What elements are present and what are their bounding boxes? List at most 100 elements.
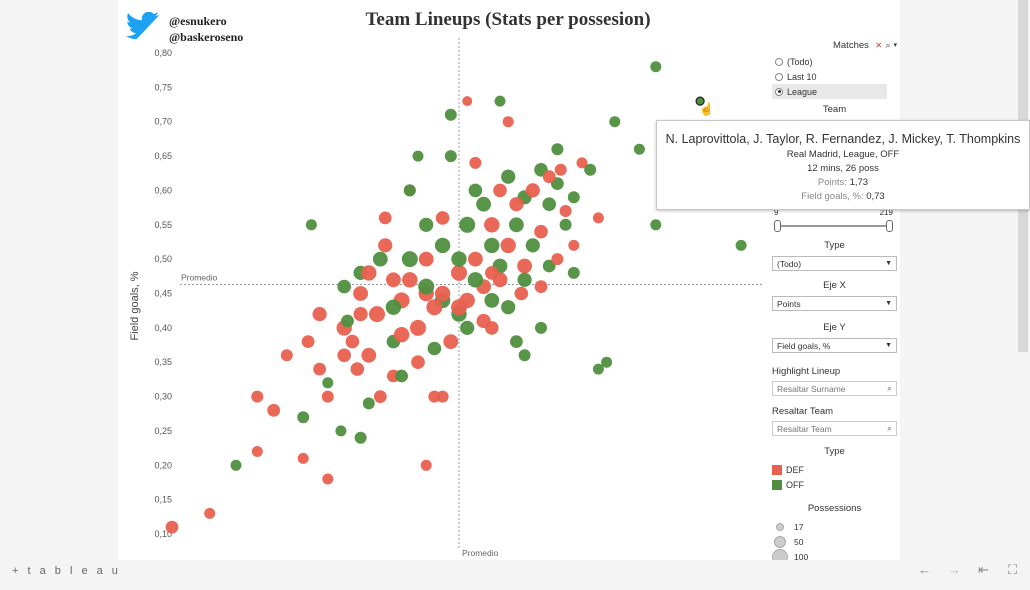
off-point[interactable]: [501, 169, 516, 184]
def-point[interactable]: [500, 237, 516, 254]
radio-icon[interactable]: [775, 87, 783, 96]
slider-track[interactable]: [776, 225, 891, 227]
undo-icon[interactable]: ←: [918, 562, 931, 577]
def-point[interactable]: [443, 334, 459, 349]
redo-icon[interactable]: →: [948, 562, 961, 577]
off-point[interactable]: [403, 184, 416, 197]
off-point[interactable]: [517, 272, 532, 287]
off-point[interactable]: [341, 314, 354, 328]
fullscreen-icon[interactable]: ⛶: [1008, 562, 1018, 577]
off-point[interactable]: [601, 356, 613, 368]
off-point[interactable]: [354, 431, 367, 444]
off-point[interactable]: [735, 239, 747, 251]
off-point[interactable]: [444, 108, 457, 121]
off-point[interactable]: [542, 197, 556, 211]
highlight-lineup-search[interactable]: ⌕: [772, 381, 897, 396]
def-point[interactable]: [378, 238, 393, 253]
def-point[interactable]: [251, 390, 264, 403]
off-point[interactable]: [305, 219, 317, 231]
off-point[interactable]: [535, 321, 547, 334]
highlight-lineup-input[interactable]: [777, 383, 872, 394]
def-point[interactable]: [267, 403, 281, 417]
def-point[interactable]: [534, 224, 548, 239]
def-point[interactable]: [469, 156, 482, 169]
def-point[interactable]: [418, 251, 434, 267]
off-point[interactable]: [484, 237, 500, 254]
def-point[interactable]: [492, 272, 508, 288]
matches-option[interactable]: League: [772, 84, 887, 99]
off-point[interactable]: [372, 251, 388, 267]
filter-clear-icon[interactable]: ⨯: [874, 39, 883, 50]
def-point[interactable]: [559, 205, 572, 217]
legend-item[interactable]: OFF: [772, 477, 897, 492]
off-point[interactable]: [518, 349, 531, 362]
off-point[interactable]: [434, 237, 451, 254]
def-point[interactable]: [542, 170, 556, 184]
def-point[interactable]: [204, 507, 216, 519]
def-point[interactable]: [485, 321, 499, 335]
def-point[interactable]: [462, 96, 473, 107]
def-point[interactable]: [551, 253, 564, 266]
def-point[interactable]: [337, 348, 351, 363]
def-point[interactable]: [420, 459, 432, 471]
def-point[interactable]: [353, 307, 368, 322]
eje-x-dropdown[interactable]: Points ▼: [772, 296, 897, 311]
off-point[interactable]: [401, 251, 418, 268]
def-point[interactable]: [402, 272, 418, 288]
type-dropdown[interactable]: (Todo) ▼: [772, 256, 897, 271]
off-point[interactable]: [609, 116, 621, 128]
off-point[interactable]: [567, 266, 580, 279]
def-point[interactable]: [525, 183, 540, 198]
off-point[interactable]: [322, 377, 334, 389]
def-point[interactable]: [410, 319, 426, 336]
def-point[interactable]: [280, 349, 293, 362]
resaltar-team-search[interactable]: ⌕: [772, 421, 897, 436]
off-point[interactable]: [419, 217, 434, 232]
def-point[interactable]: [451, 264, 467, 281]
def-point[interactable]: [350, 362, 365, 376]
off-point[interactable]: [385, 299, 402, 315]
def-point[interactable]: [313, 362, 326, 376]
def-point[interactable]: [451, 299, 467, 316]
highlighted-point[interactable]: ☝: [695, 96, 714, 116]
off-point[interactable]: [567, 191, 580, 204]
off-point[interactable]: [633, 143, 645, 155]
def-point[interactable]: [322, 473, 334, 485]
off-point[interactable]: [525, 238, 540, 253]
off-point[interactable]: [444, 150, 457, 163]
def-point[interactable]: [426, 299, 443, 316]
off-point[interactable]: [362, 397, 375, 410]
def-point[interactable]: [436, 390, 449, 403]
def-point[interactable]: [502, 116, 514, 128]
tableau-logo[interactable]: + t a b l e a u: [12, 565, 121, 577]
def-point[interactable]: [568, 239, 580, 251]
chevron-down-icon[interactable]: ▾: [893, 42, 897, 49]
def-point[interactable]: [514, 286, 529, 301]
def-point[interactable]: [165, 520, 179, 534]
def-point[interactable]: [592, 212, 604, 224]
off-point[interactable]: [542, 259, 556, 273]
def-point[interactable]: [493, 183, 507, 198]
def-point[interactable]: [251, 446, 263, 457]
radio-icon[interactable]: [775, 72, 783, 81]
def-point[interactable]: [378, 211, 392, 225]
def-point[interactable]: [301, 335, 315, 348]
off-point[interactable]: [427, 341, 442, 356]
def-point[interactable]: [353, 286, 368, 301]
off-point[interactable]: [484, 293, 500, 308]
off-point[interactable]: [650, 219, 662, 231]
highlighted-off-point[interactable]: [695, 96, 705, 106]
def-point[interactable]: [386, 272, 401, 288]
off-point[interactable]: [559, 218, 572, 231]
legend-item[interactable]: DEF: [772, 462, 897, 477]
off-point[interactable]: [412, 150, 424, 162]
slider-handle-max[interactable]: [886, 220, 893, 232]
off-point[interactable]: [650, 61, 662, 73]
def-point[interactable]: [509, 197, 524, 212]
off-point[interactable]: [551, 143, 564, 156]
def-point[interactable]: [411, 355, 425, 370]
off-point[interactable]: [584, 163, 597, 176]
def-point[interactable]: [468, 251, 483, 267]
revert-icon[interactable]: ⇤: [978, 562, 989, 577]
def-point[interactable]: [434, 285, 451, 302]
